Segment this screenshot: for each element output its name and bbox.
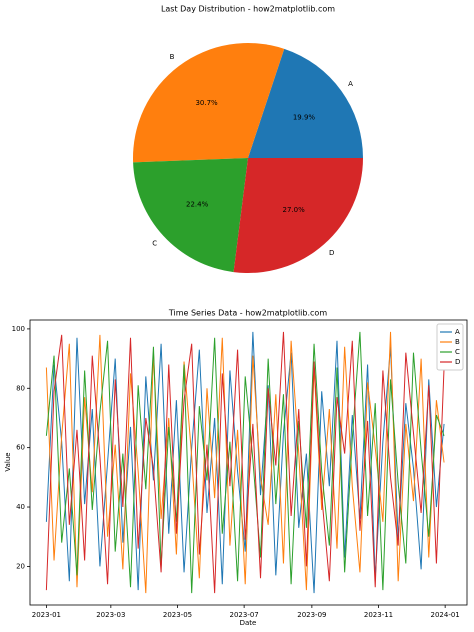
x-tick-label: 2024-01 (431, 611, 460, 619)
y-tick-label: 20 (16, 562, 25, 570)
pie-slice (233, 158, 363, 274)
x-tick-label: 2023-01 (32, 611, 61, 619)
line-title: Time Series Data - how2matplotlib.com (168, 309, 327, 318)
slice-label: C (152, 239, 157, 247)
axes-frame (29, 319, 468, 606)
x-tick-label: 2023-09 (297, 611, 326, 619)
y-tick-label: 60 (16, 444, 25, 452)
pie-slice (133, 158, 248, 273)
y-tick-label: 80 (16, 384, 25, 392)
x-axis-label: Date (240, 619, 257, 627)
y-axis-label: Value (4, 452, 12, 471)
slice-percent: 22.4% (186, 201, 209, 209)
y-tick-label: 100 (12, 325, 25, 333)
legend-box (436, 323, 464, 371)
slice-label: A (348, 80, 353, 88)
slice-percent: 19.9% (293, 114, 316, 122)
pie-slice (248, 48, 363, 158)
pie-title: Last Day Distribution - how2matplotlib.c… (161, 5, 335, 14)
slice-label: B (170, 53, 175, 61)
legend-label: A (455, 328, 460, 336)
y-tick-label: 40 (16, 503, 25, 511)
x-tick-label: 2023-05 (163, 611, 192, 619)
legend-label: C (455, 348, 460, 356)
series-line (45, 331, 445, 594)
slice-label: D (329, 249, 334, 257)
legend-label: D (455, 358, 460, 366)
series-line (45, 331, 445, 594)
legend-label: B (455, 338, 460, 346)
pie-slice (133, 42, 285, 163)
slice-percent: 27.0% (283, 206, 306, 214)
series-line (45, 331, 445, 594)
x-tick-label: 2023-03 (96, 611, 125, 619)
slice-percent: 30.7% (195, 99, 218, 107)
x-tick-label: 2023-11 (364, 611, 393, 619)
x-tick-label: 2023-07 (230, 611, 259, 619)
